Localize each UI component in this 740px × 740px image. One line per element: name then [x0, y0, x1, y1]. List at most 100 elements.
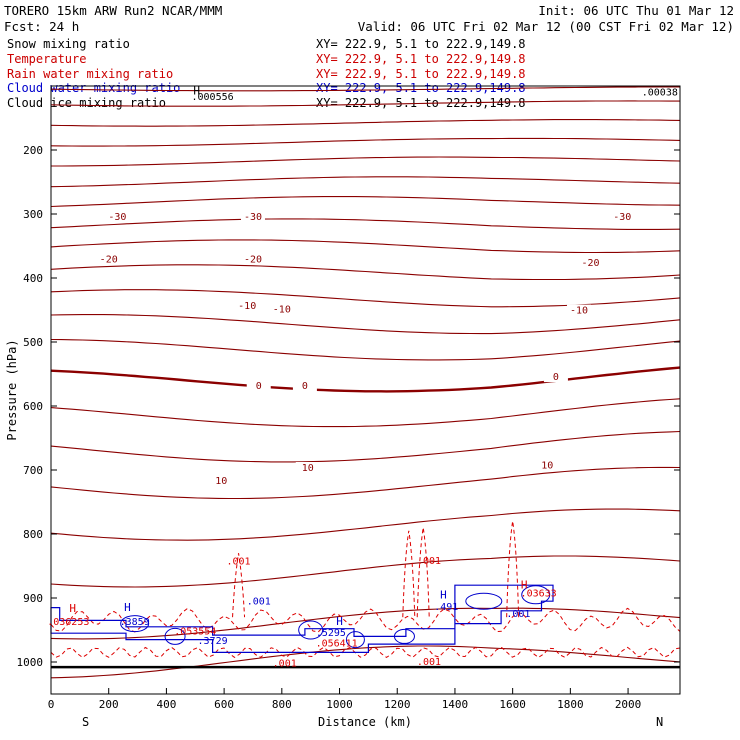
field-value-label: .001 — [417, 556, 441, 567]
y-tick-label: 300 — [23, 208, 43, 221]
rain-contour — [50, 646, 681, 659]
isotherm-line — [50, 314, 681, 335]
x-tick-label: 1400 — [442, 698, 469, 711]
y-axis-label: Pressure (hPa) — [5, 339, 19, 440]
y-tick-label: 800 — [23, 528, 43, 541]
cloud-water-cell — [521, 585, 551, 605]
isotherm-label: 0 — [553, 372, 559, 383]
field-value-label: .491 — [434, 602, 458, 613]
x-tick-label: 600 — [214, 698, 234, 711]
field-value-label: .03633 — [521, 589, 557, 600]
x-tick-label: 1000 — [326, 698, 353, 711]
isotherm-label-bg — [567, 304, 592, 316]
x-tick-label: 0 — [48, 698, 55, 711]
isotherm-label: -20 — [244, 254, 262, 265]
cloud-water-contour — [50, 584, 554, 653]
header-valid: Valid: 06 UTC Fri 02 Mar 12 (00 CST Fri … — [358, 19, 734, 34]
isotherm-label-bg — [535, 459, 560, 471]
isotherm-line — [50, 508, 681, 541]
isotherm-line — [50, 196, 681, 208]
isotherm-label-bg — [292, 380, 317, 392]
y-tick-label: 200 — [23, 144, 43, 157]
isotherm-line — [50, 176, 681, 188]
isotherm-line — [50, 119, 681, 127]
legend: Snow mixing ratio XY= 222.9, 5.1 to 222.… — [7, 37, 526, 110]
isotherm-label-bg — [295, 462, 320, 473]
isotherm-label-bg — [96, 253, 121, 265]
cloud-water-cell — [345, 631, 365, 649]
isotherm-line — [50, 555, 681, 588]
field-value-label: .056411 — [316, 639, 358, 650]
isotherm-line — [50, 607, 681, 640]
isotherm-line — [50, 289, 681, 308]
isotherm-label: 0 — [256, 381, 262, 392]
field-value-label: .001 — [417, 657, 441, 668]
isotherm-label-bg — [209, 474, 234, 486]
field-value-label: .3859 — [120, 617, 150, 628]
header-init: Init: 06 UTC Thu 01 Mar 12 — [538, 3, 734, 18]
isotherm-line — [50, 218, 681, 230]
legend-rain-label: Rain water mixing ratio — [7, 67, 173, 81]
field-value-label: .001 — [506, 609, 530, 620]
isotherm-label: 0 — [302, 381, 308, 392]
rain-plume — [232, 553, 246, 618]
isotherm-label: -10 — [273, 304, 291, 315]
legend-snow-xy: XY= 222.9, 5.1 to 222.9,149.8 — [316, 37, 526, 51]
isotherm-label: -30 — [244, 212, 262, 223]
y-tick-label: 1000 — [17, 656, 44, 669]
isotherm-label-bg — [246, 380, 271, 392]
isotherm-label: 10 — [541, 460, 553, 471]
isotherm-label-bg — [543, 371, 568, 383]
y-tick-label: 400 — [23, 272, 43, 285]
field-value-label: .001 — [247, 596, 271, 607]
x-axis-label: Distance (km) — [318, 715, 412, 729]
x-tick-label: 1600 — [499, 698, 526, 711]
x-tick-label: 200 — [99, 698, 119, 711]
x-tick-label: 2000 — [615, 698, 642, 711]
header-model: TORERO 15km ARW Run2 NCAR/MMM — [4, 3, 222, 18]
rain-contour — [50, 607, 681, 633]
isotherm-line — [50, 137, 681, 147]
field-value-label: .00038 — [642, 88, 678, 99]
isotherm-label-bg — [269, 303, 294, 315]
isotherm-label-bg — [578, 257, 603, 269]
isotherm-label: 10 — [215, 476, 227, 487]
header-fcst: Fcst: 24 h — [4, 19, 79, 34]
y-tick-label: 700 — [23, 464, 43, 477]
isotherm-line — [50, 398, 681, 428]
isotherm-line — [50, 100, 680, 107]
isotherm-line — [50, 264, 681, 281]
isotherm-line — [50, 645, 681, 679]
x-tick-label: 800 — [272, 698, 292, 711]
isotherm-label-bg — [240, 253, 265, 265]
field-value-label: .3729 — [198, 636, 228, 647]
field-value-label: .5295 — [316, 628, 346, 639]
cloud-water-cell — [465, 592, 503, 610]
isotherm-label-bg — [105, 211, 130, 223]
rain-plume — [416, 527, 430, 618]
isotherm-line — [50, 338, 681, 361]
field-value-label: .001 — [226, 557, 250, 568]
legend-cloudwater-label: Cloud water mixing ratio — [7, 81, 180, 95]
extremum-high-mark: H — [69, 602, 76, 615]
isotherm-line — [50, 430, 681, 463]
isotherm-line — [51, 156, 681, 167]
y-tick-label: 600 — [23, 400, 43, 413]
plot-frame — [50, 85, 681, 695]
field-value-label: .036253 — [47, 617, 89, 628]
legend-temperature-xy: XY= 222.9, 5.1 to 222.9,149.8 — [316, 52, 526, 66]
cloud-water-cell — [120, 615, 150, 633]
x-tick-label: 400 — [156, 698, 176, 711]
legend-rain-xy: XY= 222.9, 5.1 to 222.9,149.8 — [316, 67, 526, 81]
legend-cloudwater-xy: XY= 222.9, 5.1 to 222.9,149.8 — [316, 81, 526, 95]
legend-temperature-label: Temperature — [7, 52, 86, 66]
isotherm-label: -20 — [100, 254, 118, 265]
isotherm-label-bg — [235, 300, 260, 312]
extremum-high-mark: H — [521, 578, 528, 591]
cloud-water-cell — [164, 627, 186, 645]
isotherm-line — [50, 86, 680, 92]
isotherm-label: -30 — [613, 212, 631, 223]
field-value-label: .053554 — [174, 626, 216, 637]
field-value-label: .001 — [273, 658, 297, 669]
x-end-label-north: N — [656, 715, 663, 729]
